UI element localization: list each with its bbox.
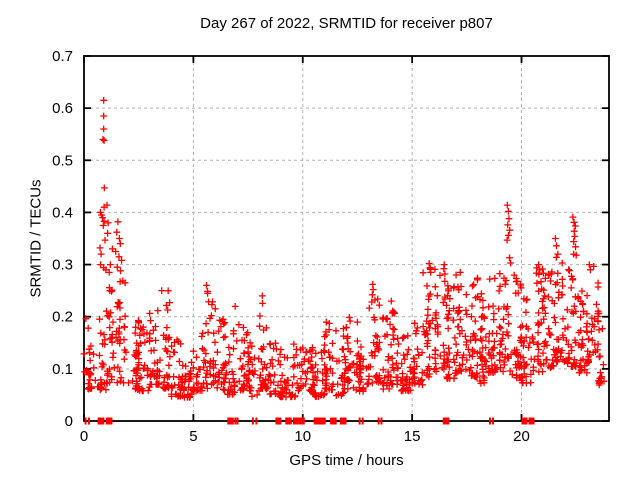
y-tick-labels: 0 0.1 0.2 0.3 0.4 0.5 0.6 0.7 — [52, 48, 73, 430]
svg-text:0.2: 0.2 — [52, 309, 73, 326]
svg-text:0: 0 — [80, 428, 88, 445]
svg-text:10: 10 — [294, 428, 311, 445]
svg-text:5: 5 — [189, 428, 197, 445]
gridlines — [84, 56, 609, 421]
svg-text:0.7: 0.7 — [52, 48, 73, 65]
svg-text:0: 0 — [65, 413, 73, 430]
svg-text:20: 20 — [513, 428, 530, 445]
svg-text:0.6: 0.6 — [52, 100, 73, 117]
zero-gap-markers — [84, 417, 535, 425]
x-tick-labels: 0 5 10 15 20 — [80, 428, 530, 445]
svg-text:0.5: 0.5 — [52, 152, 73, 169]
svg-text:15: 15 — [404, 428, 421, 445]
x-axis-label: GPS time / hours — [289, 452, 404, 469]
svg-text:0.3: 0.3 — [52, 257, 73, 274]
svg-text:0.1: 0.1 — [52, 361, 73, 378]
chart-title: Day 267 of 2022, SRMTID for receiver p80… — [200, 15, 493, 32]
svg-text:0.4: 0.4 — [52, 204, 73, 221]
scatter-points — [80, 96, 608, 401]
